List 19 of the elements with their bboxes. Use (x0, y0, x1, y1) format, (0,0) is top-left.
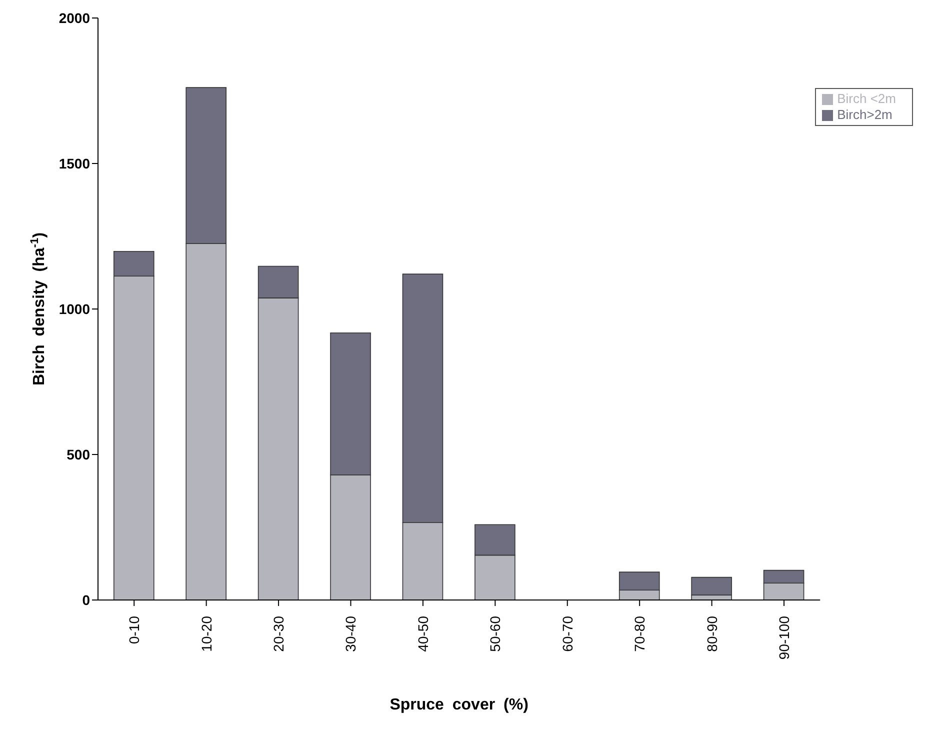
y-tick-label: 1000 (58, 300, 90, 317)
x-tick-label: 30-40 (342, 616, 359, 652)
x-tick-label: 90-100 (776, 616, 792, 660)
x-tick-label: 10-20 (198, 616, 214, 652)
y-tick-label: 0 (82, 592, 90, 608)
y-tick-label: 500 (66, 446, 90, 462)
x-tick-label: 80-90 (704, 616, 720, 652)
x-tick-label: 20-30 (270, 616, 287, 652)
y-tick-label: 1500 (58, 155, 90, 172)
x-tick-label: 50-60 (487, 616, 504, 652)
legend-label: Birch>2m (837, 107, 892, 122)
legend-label: Birch <2m (837, 91, 896, 106)
x-tick-label: 40-50 (414, 616, 431, 652)
x-tick-label: 60-70 (559, 616, 576, 652)
x-tick-label: 70-80 (632, 616, 648, 652)
x-axis-title: Spruce cover (%) (390, 696, 528, 714)
bar (691, 576, 732, 596)
x-tick-label: 0-10 (126, 616, 142, 644)
y-tick-label: 2000 (58, 10, 90, 26)
